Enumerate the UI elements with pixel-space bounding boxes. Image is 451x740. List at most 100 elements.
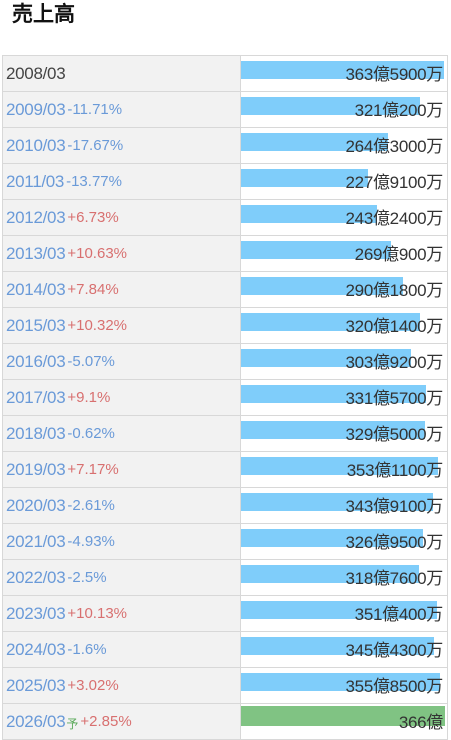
bar-cell: 329億5000万 [241,416,447,451]
revenue-bar [241,61,444,79]
year-cell: 2021/03 -4.93% [3,524,241,559]
table-row: 2024/03 -1.6% 345億4300万 [2,632,448,668]
revenue-bar [241,133,388,151]
year-label: 2013/03 [6,243,66,263]
yoy-change: +2.85% [80,713,132,730]
yoy-change: -11.71% [67,101,123,118]
yoy-change: +10.13% [67,605,127,622]
year-cell: 2016/03 -5.07% [3,344,241,379]
bar-cell: 303億9200万 [241,344,447,379]
year-label: 2025/03 [6,675,66,695]
value-label: 318億7600万 [345,569,444,588]
bar-cell: 243億2400万 [241,200,447,235]
value-label: 326億9500万 [345,533,444,552]
revenue-bar [241,349,411,367]
revenue-bar [241,457,438,475]
yoy-change: +10.63% [67,245,127,262]
yoy-change: +7.17% [67,461,119,478]
table-row: 2020/03 -2.61% 343億9100万 [2,488,448,524]
revenue-bar [241,565,419,583]
value-label: 355億8500万 [345,677,444,696]
value-label: 227億9100万 [345,173,444,192]
year-cell: 2010/03 -17.67% [3,128,241,163]
value-label: 353億1100万 [346,461,444,480]
year-label: 2023/03 [6,603,66,623]
value-label: 366億 [398,713,443,732]
year-cell: 2014/03 +7.84% [3,272,241,307]
table-row: 2013/03 +10.63% 269億900万 [2,236,448,272]
year-label: 2016/03 [6,351,66,371]
year-label: 2012/03 [6,207,66,227]
table-row: 2011/03 -13.77% 227億9100万 [2,164,448,200]
forecast-mark: 予 [66,717,79,731]
table-row: 2023/03 +10.13% 351億400万 [2,596,448,632]
year-cell: 2015/03 +10.32% [3,308,241,343]
yoy-change: -0.62% [67,425,115,442]
year-cell: 2025/03 +3.02% [3,668,241,703]
year-cell: 2012/03 +6.73% [3,200,241,235]
table-row: 2017/03 +9.1% 331億5700万 [2,380,448,416]
year-cell: 2023/03 +10.13% [3,596,241,631]
value-label: 345億4300万 [345,641,444,660]
table-row: 2021/03 -4.93% 326億9500万 [2,524,448,560]
value-label: 243億2400万 [345,209,444,228]
value-label: 343億9100万 [345,497,444,516]
bar-cell: 269億900万 [241,236,447,271]
value-label: 363億5900万 [345,65,444,84]
yoy-change: -13.77% [66,173,122,190]
revenue-bar [241,277,403,295]
table-row: 2012/03 +6.73% 243億2400万 [2,200,448,236]
yoy-change: -2.61% [67,497,115,514]
year-label: 2026/03 [6,711,66,731]
value-label: 290億1800万 [345,281,444,300]
revenue-bar [241,169,368,187]
year-label: 2015/03 [6,315,66,335]
year-label: 2024/03 [6,639,66,659]
yoy-change: +3.02% [67,677,119,694]
yoy-change: -17.67% [67,137,124,154]
revenue-bar [241,637,434,655]
bar-cell: 264億3000万 [241,128,447,163]
revenue-bar [241,673,440,691]
bar-cell: 321億200万 [241,92,447,127]
revenue-bar [241,385,426,403]
year-cell: 2024/03 -1.6% [3,632,241,667]
table-row: 2019/03 +7.17% 353億1100万 [2,452,448,488]
bar-cell: 290億1800万 [241,272,447,307]
year-cell: 2019/03 +7.17% [3,452,241,487]
revenue-bar [241,313,420,331]
table-row: 2009/03 -11.71% 321億200万 [2,92,448,128]
year-label: 2019/03 [6,459,66,479]
revenue-bar [241,241,391,259]
bar-cell: 318億7600万 [241,560,447,595]
table-row: 2016/03 -5.07% 303億9200万 [2,344,448,380]
forecast-bar [241,706,445,726]
year-cell: 2011/03 -13.77% [3,164,241,199]
yoy-change: -2.5% [67,569,107,586]
revenue-bar [241,205,377,223]
table-row: 2022/03 -2.5% 318億7600万 [2,560,448,596]
revenue-bar [241,97,420,115]
value-label: 269億900万 [354,245,444,264]
table-row: 2010/03 -17.67% 264億3000万 [2,128,448,164]
revenue-bar [241,493,433,511]
value-label: 331億5700万 [345,389,444,408]
yoy-change: -1.6% [67,641,107,658]
table-row: 2008/03 363億5900万 [2,56,448,92]
year-label: 2021/03 [6,531,66,551]
bar-cell: 355億8500万 [241,668,447,703]
table-row: 2015/03 +10.32% 320億1400万 [2,308,448,344]
year-cell: 2009/03 -11.71% [3,92,241,127]
yoy-change: +9.1% [67,389,111,406]
yoy-change: +10.32% [67,317,127,334]
year-cell: 2026/03 予 +2.85% [3,704,241,739]
year-label: 2010/03 [6,135,66,155]
year-cell: 2018/03 -0.62% [3,416,241,451]
year-cell: 2013/03 +10.63% [3,236,241,271]
year-label: 2014/03 [6,279,66,299]
value-label: 320億1400万 [345,317,444,336]
bar-cell: 343億9100万 [241,488,447,523]
yoy-change: -4.93% [67,533,115,550]
year-cell: 2022/03 -2.5% [3,560,241,595]
bar-cell: 331億5700万 [241,380,447,415]
